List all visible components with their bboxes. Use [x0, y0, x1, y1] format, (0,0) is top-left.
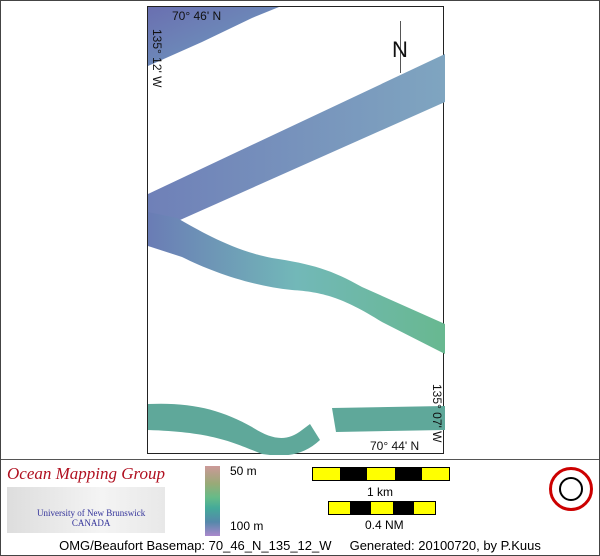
- org-affiliation: University of New Brunswick CANADA: [37, 508, 145, 528]
- org-title: Ocean Mapping Group: [7, 464, 166, 483]
- scale-nm-label: 0.4 NM: [365, 518, 404, 532]
- bottom-latitude-label: 70° 44' N: [370, 439, 420, 453]
- footer: OMG/Beaufort Basemap: 70_46_N_135_12_W G…: [1, 538, 599, 553]
- department-seal-logo: [549, 467, 593, 511]
- swath-middle: [148, 212, 445, 354]
- scale-km-label: 1 km: [367, 485, 394, 499]
- left-longitude-label: 135° 12' W: [150, 29, 164, 88]
- swath-diagonal: [148, 54, 445, 232]
- depth-max-label: 100 m: [230, 519, 264, 533]
- depth-min-label: 50 m: [230, 464, 257, 478]
- swath-layer: [148, 7, 445, 455]
- top-latitude-label: 70° 46' N: [172, 9, 222, 23]
- north-arrow-icon: [400, 21, 401, 73]
- org-line-1: University of New Brunswick: [37, 508, 146, 518]
- org-line-2: CANADA: [71, 518, 111, 528]
- swath-top: [148, 7, 279, 66]
- org-logo-image: [7, 487, 165, 533]
- right-longitude-label: 135° 07' W: [430, 384, 444, 443]
- bathymetry-map: 70° 46' N 135° 12' W 135° 07' W 70° 44' …: [147, 6, 445, 455]
- generated-info: Generated: 20100720, by P.Kuus: [349, 538, 541, 553]
- depth-colorbar: [205, 466, 220, 536]
- scale-bar-km: [312, 467, 450, 481]
- north-label: N: [392, 37, 408, 62]
- basemap-id: OMG/Beaufort Basemap: 70_46_N_135_12_W: [59, 538, 332, 553]
- swath-bottom-left: [148, 403, 320, 455]
- swath-bottom-right: [332, 406, 445, 432]
- divider: [1, 459, 599, 460]
- scale-bar-nm: [328, 501, 436, 515]
